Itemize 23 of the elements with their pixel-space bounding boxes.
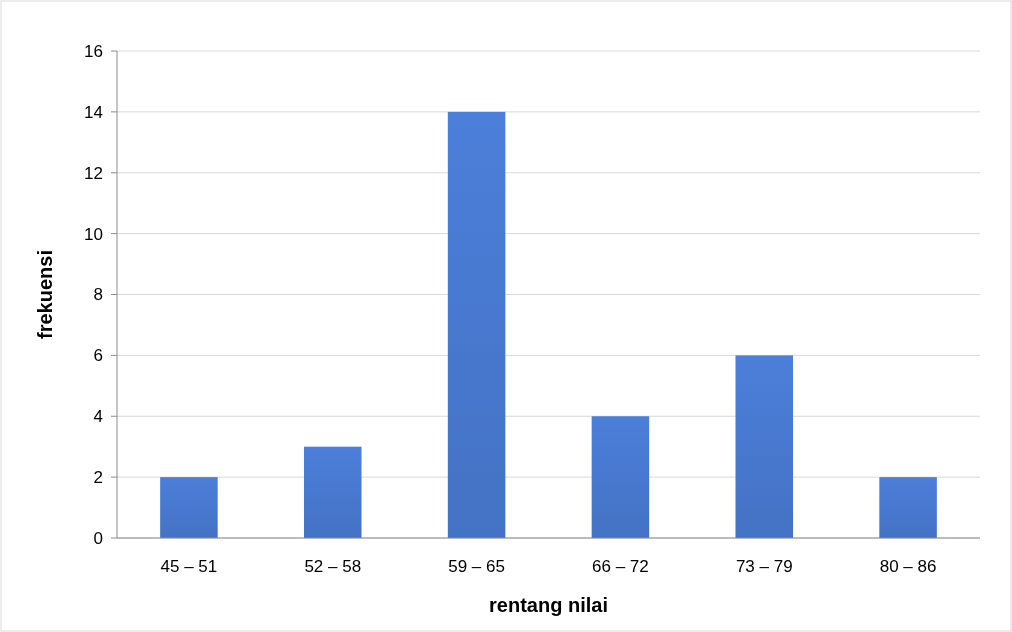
x-tick-label: 73 – 79 <box>735 557 793 576</box>
x-tick-label: 66 – 72 <box>592 557 649 576</box>
bar <box>447 111 506 538</box>
bar <box>879 477 937 538</box>
y-tick-label: 4 <box>93 407 103 427</box>
x-axis-title: rentang nilai <box>489 594 608 616</box>
bar <box>303 446 362 538</box>
x-tick-label: 59 – 65 <box>448 557 505 576</box>
y-tick-label: 16 <box>84 41 103 61</box>
bar <box>591 416 650 538</box>
x-tick-label: 52 – 58 <box>304 557 362 576</box>
y-tick-label: 0 <box>93 528 103 548</box>
y-tick-label: 2 <box>93 468 103 488</box>
y-tick-label: 14 <box>84 102 103 122</box>
y-axis-title: frekuensi <box>34 250 56 339</box>
bar <box>735 355 794 538</box>
bar <box>160 477 218 538</box>
y-tick-label: 6 <box>93 346 103 366</box>
y-tick-label: 10 <box>84 224 103 244</box>
y-tick-label: 12 <box>84 163 103 183</box>
x-tick-label: 45 – 51 <box>160 557 218 576</box>
x-tick-label: 80 – 86 <box>879 557 937 576</box>
y-tick-label: 8 <box>93 285 103 305</box>
